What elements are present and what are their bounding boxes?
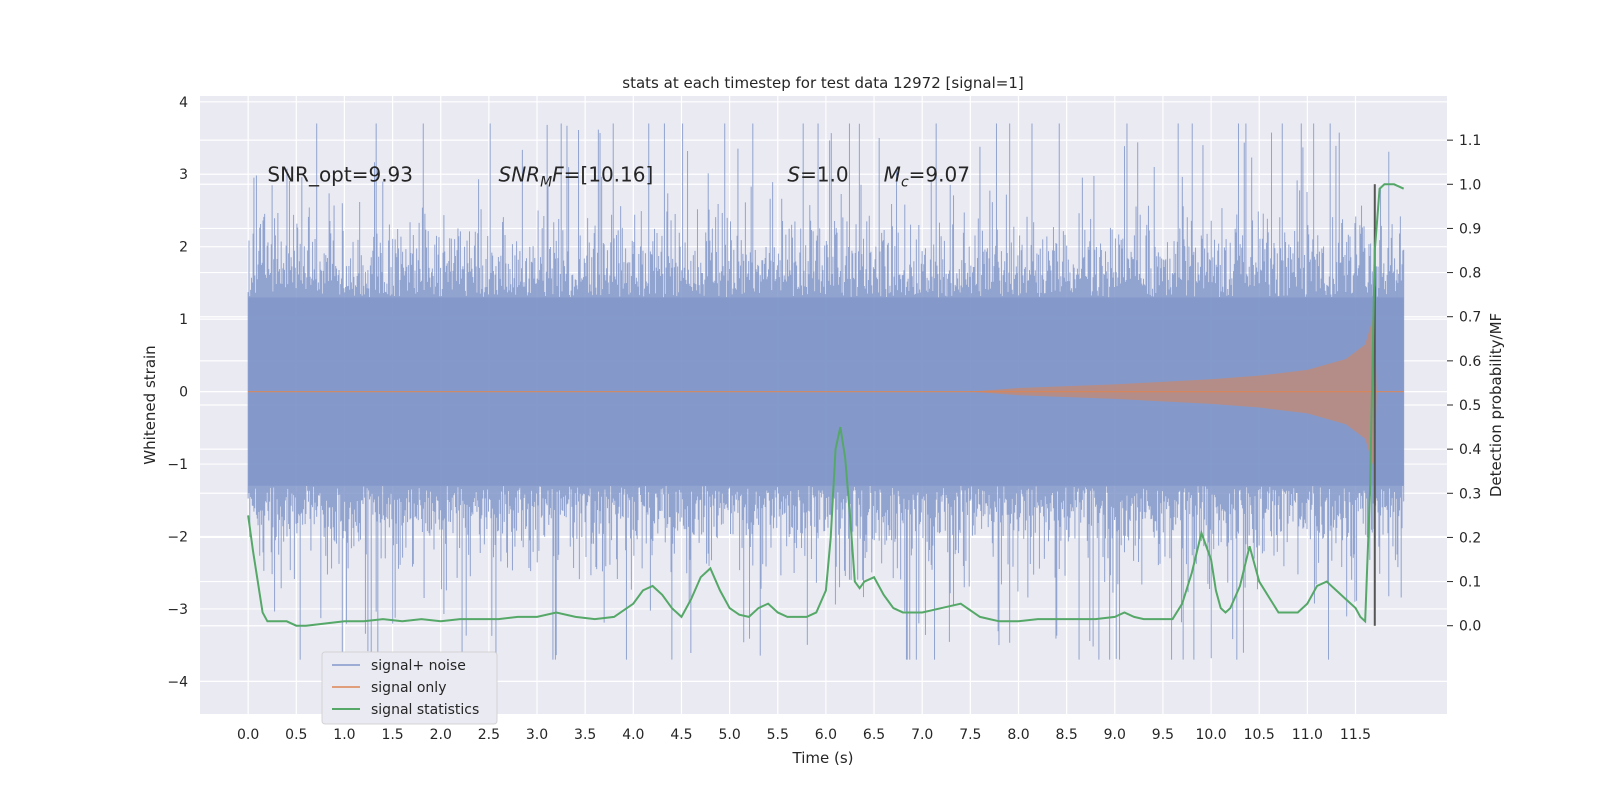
x-tick-label-11: 5.5 (767, 727, 789, 743)
y-right-tick-label-0: 0.0 (1459, 619, 1481, 635)
y-left-tick-label-4: 0 (179, 385, 188, 401)
x-tick-label-3: 1.5 (381, 727, 403, 743)
series-signal-statistics (247, 183, 1405, 627)
x-tick-label-17: 8.5 (1056, 727, 1078, 743)
legend-box (321, 651, 498, 725)
y-left-tick-label-0: −4 (167, 674, 188, 690)
annotation-1: SNRMF=[10.16] (499, 162, 654, 190)
x-tick-label-5: 2.5 (478, 727, 500, 743)
y-left-tick-label-5: 1 (179, 312, 188, 328)
y-right-tick-label-5: 0.5 (1459, 398, 1481, 414)
y-right-tick-label-11: 1.1 (1459, 133, 1481, 149)
x-axis-ticks: 0.0 0.5 1.0 1.5 2.0 2.5 3.0 3.5 4.0 4.5 5.0 5.5 6.0 6… (237, 727, 1371, 743)
y-left-tick-label-1: −3 (167, 602, 188, 618)
y-right-axis-ticks: 0.0 0.1 0.2 0.3 0.4 0.5 0.6 0.7 0.8 0.9 1.0 1.1 (1447, 133, 1481, 635)
y-left-tick-label-7: 3 (179, 167, 188, 183)
annotation-2: S=1.0 (787, 162, 848, 186)
y-right-axis-label: Detection probability/MF (1487, 313, 1505, 497)
x-tick-label-13: 6.5 (863, 727, 885, 743)
x-tick-label-16: 8.0 (1007, 727, 1029, 743)
y-right-tick-label-10: 1.0 (1459, 177, 1481, 193)
x-tick-label-20: 10.0 (1195, 727, 1226, 743)
x-tick-label-21: 10.5 (1244, 727, 1275, 743)
x-tick-label-14: 7.0 (911, 727, 933, 743)
y-right-tick-label-3: 0.3 (1459, 486, 1481, 502)
y-right-tick-label-9: 0.9 (1459, 221, 1481, 237)
y-left-tick-label-6: 2 (179, 240, 188, 256)
legend-entry-signal-only: signal only (371, 680, 446, 696)
y-left-tick-label-3: −1 (167, 457, 188, 473)
y-left-axis-label: Whitened strain (141, 345, 159, 464)
stats-line (247, 183, 1405, 627)
annotation-0: SNR_opt=9.93 (267, 162, 413, 186)
y-left-tick-label-8: 4 (179, 95, 188, 111)
x-tick-label-12: 6.0 (815, 727, 837, 743)
x-tick-label-8: 4.0 (622, 727, 644, 743)
y-right-tick-label-4: 0.4 (1459, 442, 1481, 458)
legend-entry-signal-noise: signal+ noise (371, 658, 466, 674)
x-tick-label-2: 1.0 (333, 727, 355, 743)
chart-title: stats at each timestep for test data 129… (622, 74, 1023, 92)
y-left-tick-label-2: −2 (167, 529, 188, 545)
series-signal-only (248, 311, 1404, 472)
x-tick-label-19: 9.5 (1152, 727, 1174, 743)
y-right-tick-label-8: 0.8 (1459, 266, 1481, 282)
x-tick-label-4: 2.0 (430, 727, 452, 743)
y-right-tick-label-7: 0.7 (1459, 310, 1481, 326)
y-right-tick-label-1: 0.1 (1459, 575, 1481, 591)
y-right-tick-label-6: 0.6 (1459, 354, 1481, 370)
x-tick-label-9: 4.5 (670, 727, 692, 743)
x-tick-label-15: 7.5 (959, 727, 981, 743)
x-tick-label-22: 11.0 (1292, 727, 1323, 743)
legend: signal+ noise signal only signal statist… (321, 651, 498, 725)
x-tick-label-6: 3.0 (526, 727, 548, 743)
y-left-axis-ticks: −4 −3 −2 −1 0 1 2 3 4 (167, 95, 188, 691)
x-tick-label-1: 0.5 (285, 727, 307, 743)
x-tick-label-23: 11.5 (1340, 727, 1371, 743)
x-tick-label-10: 5.0 (718, 727, 740, 743)
annotation-3: Mc=9.07 (884, 162, 970, 190)
annotations: SNR_opt=9.93 SNRMF=[10.16] S=1.0 Mc=9.07 (267, 162, 970, 190)
x-tick-label-18: 9.0 (1104, 727, 1126, 743)
x-axis-label: Time (s) (792, 749, 854, 767)
y-right-tick-label-2: 0.2 (1459, 530, 1481, 546)
legend-entry-signal-statistics: signal statistics (371, 702, 479, 718)
x-tick-label-0: 0.0 (237, 727, 259, 743)
x-tick-label-7: 3.5 (574, 727, 596, 743)
